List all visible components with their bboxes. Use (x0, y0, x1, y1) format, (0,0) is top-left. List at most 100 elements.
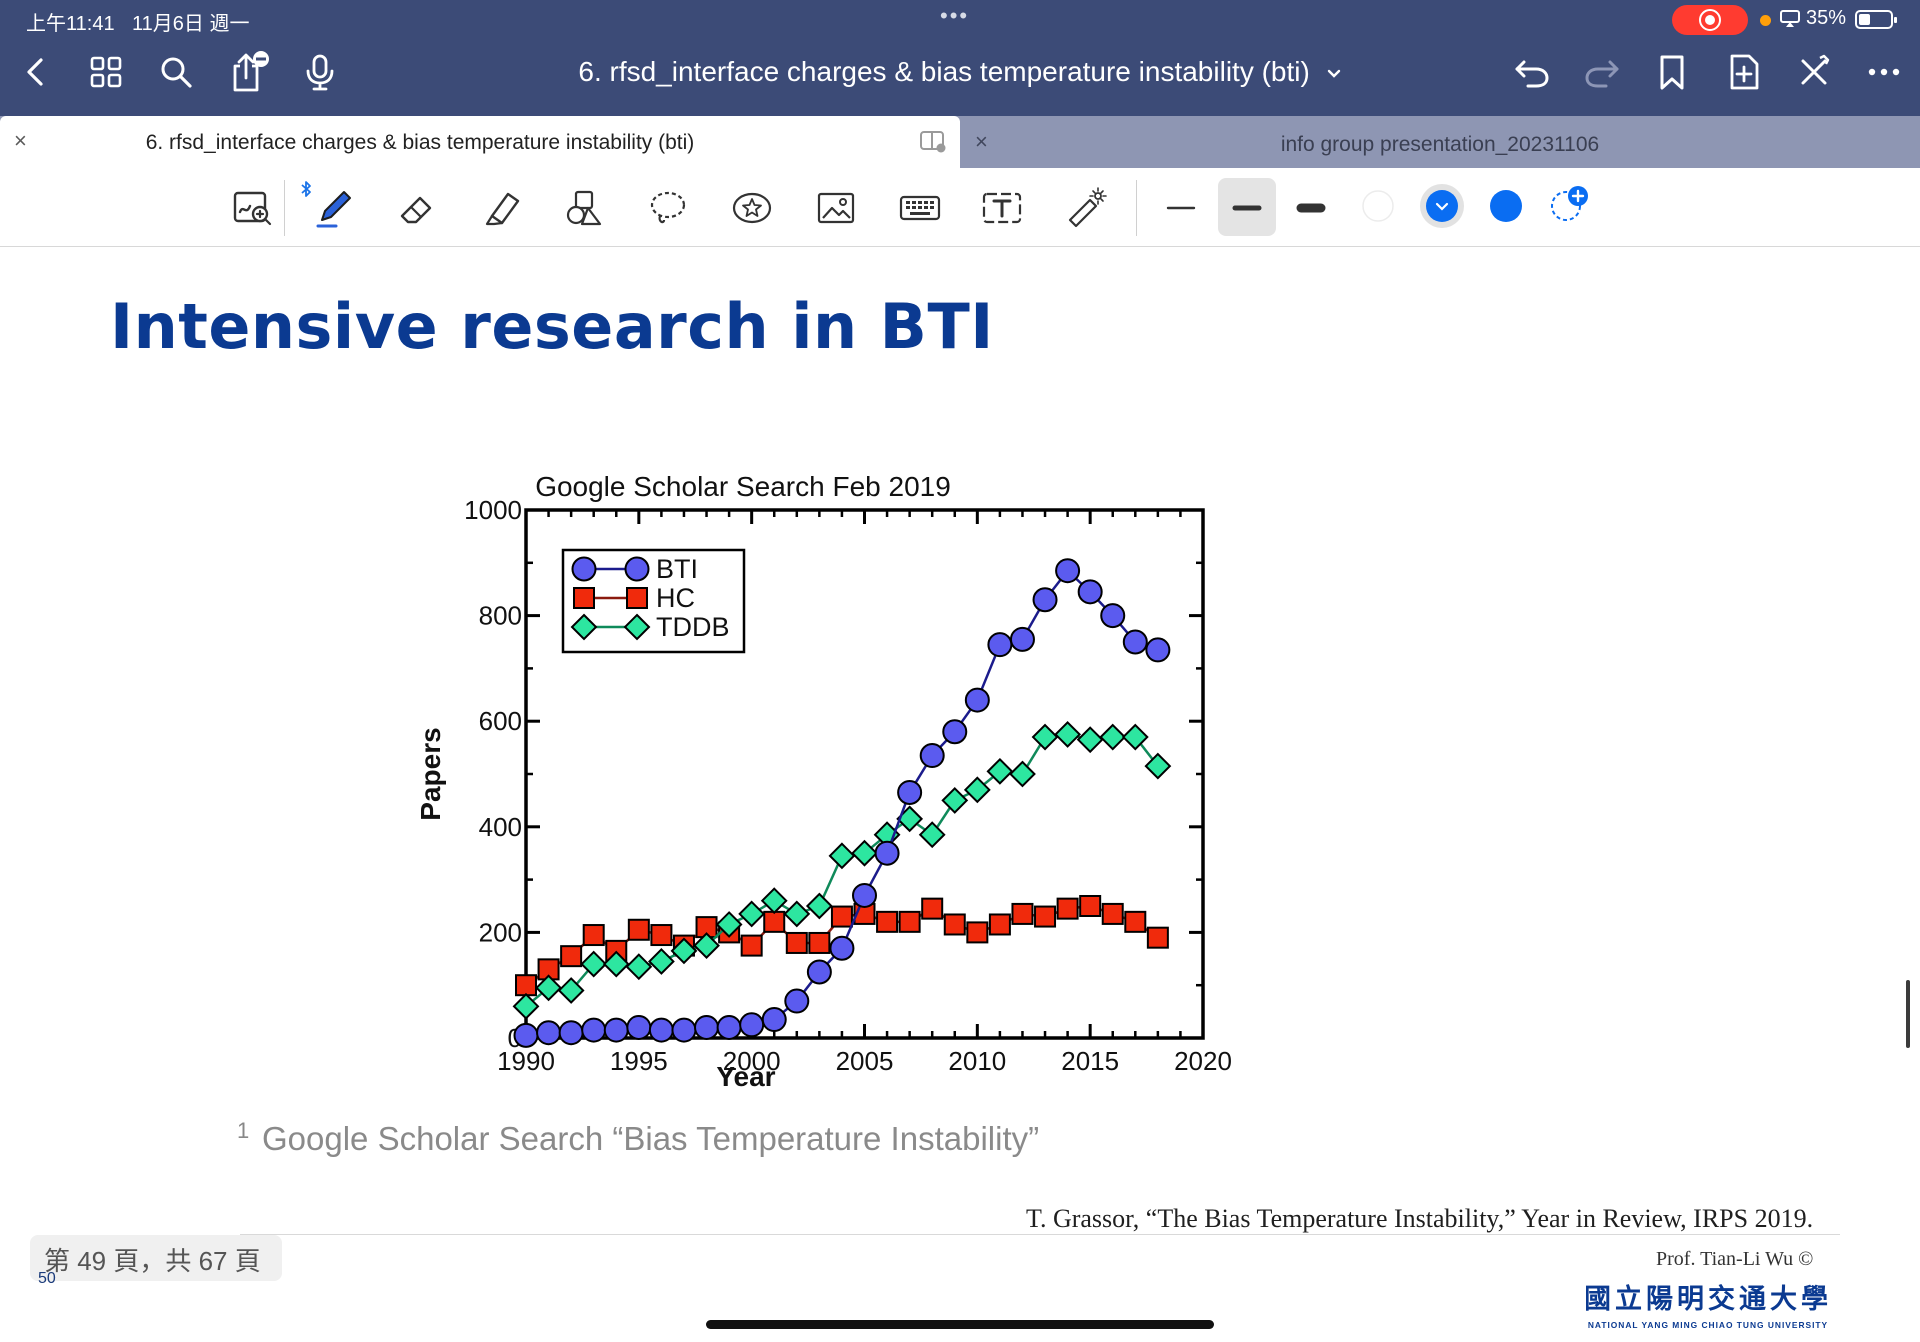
color-swatch-blue-selected[interactable] (1418, 182, 1466, 230)
data-point-bti (671, 1017, 697, 1043)
data-point-bti (694, 1014, 720, 1040)
laser-pointer-icon[interactable] (1064, 186, 1108, 230)
stroke-medium-icon[interactable] (1232, 198, 1262, 218)
close-editing-icon[interactable] (1794, 52, 1834, 92)
tab-close-icon[interactable]: × (14, 128, 27, 153)
eraser-icon[interactable] (396, 186, 440, 230)
data-point-tddb (986, 757, 1014, 785)
data-point-tddb (670, 937, 698, 965)
footer-rule (240, 1234, 1840, 1235)
data-point-bti (716, 1014, 742, 1040)
bookmark-icon[interactable] (1652, 52, 1692, 92)
highlighter-icon[interactable] (480, 186, 524, 230)
data-point-tddb (693, 932, 720, 960)
data-point-bti (739, 1012, 765, 1038)
stroke-thin-icon[interactable] (1166, 198, 1196, 218)
data-point-bti (513, 1022, 539, 1048)
pen-icon[interactable] (312, 186, 356, 230)
data-point-tddb (1031, 723, 1059, 751)
data-point-bti (626, 1014, 652, 1040)
data-point-bti (987, 632, 1013, 658)
data-point-hc (1079, 895, 1102, 917)
data-point-tddb (963, 776, 991, 804)
data-point-bti (581, 1017, 607, 1043)
author-credit: Prof. Tian-Li Wu © (1656, 1248, 1814, 1270)
page-indicator[interactable]: 第 49 頁，共 67 頁 (30, 1235, 282, 1281)
data-point-tddb (1099, 723, 1127, 751)
toolbar-divider (284, 180, 285, 236)
data-point-hc (515, 974, 537, 997)
text-box-icon[interactable] (980, 186, 1024, 230)
data-point-hc (627, 918, 650, 941)
data-point-hc (1034, 905, 1057, 928)
undo-icon[interactable] (1512, 52, 1552, 92)
tab-close-icon[interactable]: × (975, 129, 988, 154)
sticker-icon[interactable] (730, 186, 774, 230)
data-point-tddb (602, 950, 630, 978)
scrollbar-thumb[interactable] (1906, 980, 1910, 1048)
data-point-hc (876, 910, 899, 933)
slide-title: Intensive research in BTI (110, 290, 994, 363)
tab-active[interactable] (0, 116, 960, 168)
y-tick-label: 200 (479, 917, 522, 947)
x-tick-label: 2000 (723, 1046, 781, 1076)
chevron-down-icon (1327, 69, 1340, 78)
status-time: 上午11:41 (26, 13, 115, 35)
data-point-tddb (783, 900, 811, 928)
data-point-bti (1100, 603, 1126, 629)
data-point-bti (536, 1020, 562, 1046)
legend-label: TDDB (656, 612, 730, 642)
color-swatch-white[interactable] (1360, 188, 1396, 224)
color-swatch-blue[interactable] (1488, 188, 1524, 224)
legend-marker (570, 613, 598, 641)
add-color-icon[interactable] (1548, 184, 1590, 226)
bluetooth-icon (301, 181, 311, 197)
data-point-tddb (828, 842, 856, 870)
back-icon[interactable] (16, 52, 56, 92)
legend-marker (624, 556, 650, 582)
data-point-bti (761, 1007, 787, 1033)
data-point-hc (785, 931, 808, 954)
shapes-icon[interactable] (562, 186, 606, 230)
x-tick-label: 2005 (836, 1046, 894, 1076)
data-point-bti (806, 959, 832, 985)
battery-percentage: 35% (1806, 7, 1847, 29)
zoom-window-icon[interactable] (230, 186, 274, 230)
share-icon[interactable] (224, 48, 272, 96)
grid-icon[interactable] (86, 52, 126, 92)
stroke-thick-icon[interactable] (1296, 198, 1326, 218)
data-point-tddb (647, 948, 675, 975)
search-icon[interactable] (156, 52, 196, 92)
footnote: Google Scholar Search “Bias Temperature … (262, 1120, 1040, 1157)
data-point-hc (966, 921, 989, 944)
image-icon[interactable] (814, 186, 858, 230)
redo-icon[interactable] (1582, 52, 1622, 92)
split-view-icon[interactable] (920, 131, 946, 153)
data-point-tddb (941, 786, 969, 814)
data-point-bti (1032, 587, 1058, 613)
document-title-menu[interactable]: 6. rfsd_interface charges & bias tempera… (540, 56, 1380, 88)
data-point-tddb (1121, 723, 1149, 751)
microphone-icon[interactable] (300, 52, 340, 92)
add-page-icon[interactable] (1724, 52, 1764, 92)
lasso-icon[interactable] (646, 186, 690, 230)
y-axis-label: Papers (415, 727, 446, 820)
data-point-tddb (896, 805, 924, 833)
keyboard-icon[interactable] (898, 186, 942, 230)
multitasking-dots-icon[interactable]: ••• (940, 3, 970, 28)
home-indicator[interactable] (706, 1320, 1214, 1329)
screen-recording-icon[interactable] (1672, 5, 1748, 35)
university-name-en: NATIONAL YANG MING CHIAO TUNG UNIVERSITY (1588, 1320, 1828, 1330)
legend-marker (623, 613, 651, 641)
y-tick-label: 600 (479, 706, 522, 736)
data-point-bti (897, 779, 923, 805)
university-logo: 國立陽明交通大學 NATIONAL YANG MING CHIAO TUNG U… (1586, 1283, 1828, 1330)
x-tick-label: 2010 (948, 1046, 1006, 1076)
more-icon[interactable] (1864, 52, 1904, 92)
tab-inactive-label[interactable]: info group presentation_20231106 (1280, 133, 1600, 156)
data-point-tddb (580, 950, 608, 978)
data-point-bti (919, 743, 945, 769)
tab-active-label[interactable]: 6. rfsd_interface charges & bias tempera… (145, 131, 695, 154)
x-tick-label: 1995 (610, 1046, 668, 1076)
data-point-tddb (1009, 760, 1036, 788)
